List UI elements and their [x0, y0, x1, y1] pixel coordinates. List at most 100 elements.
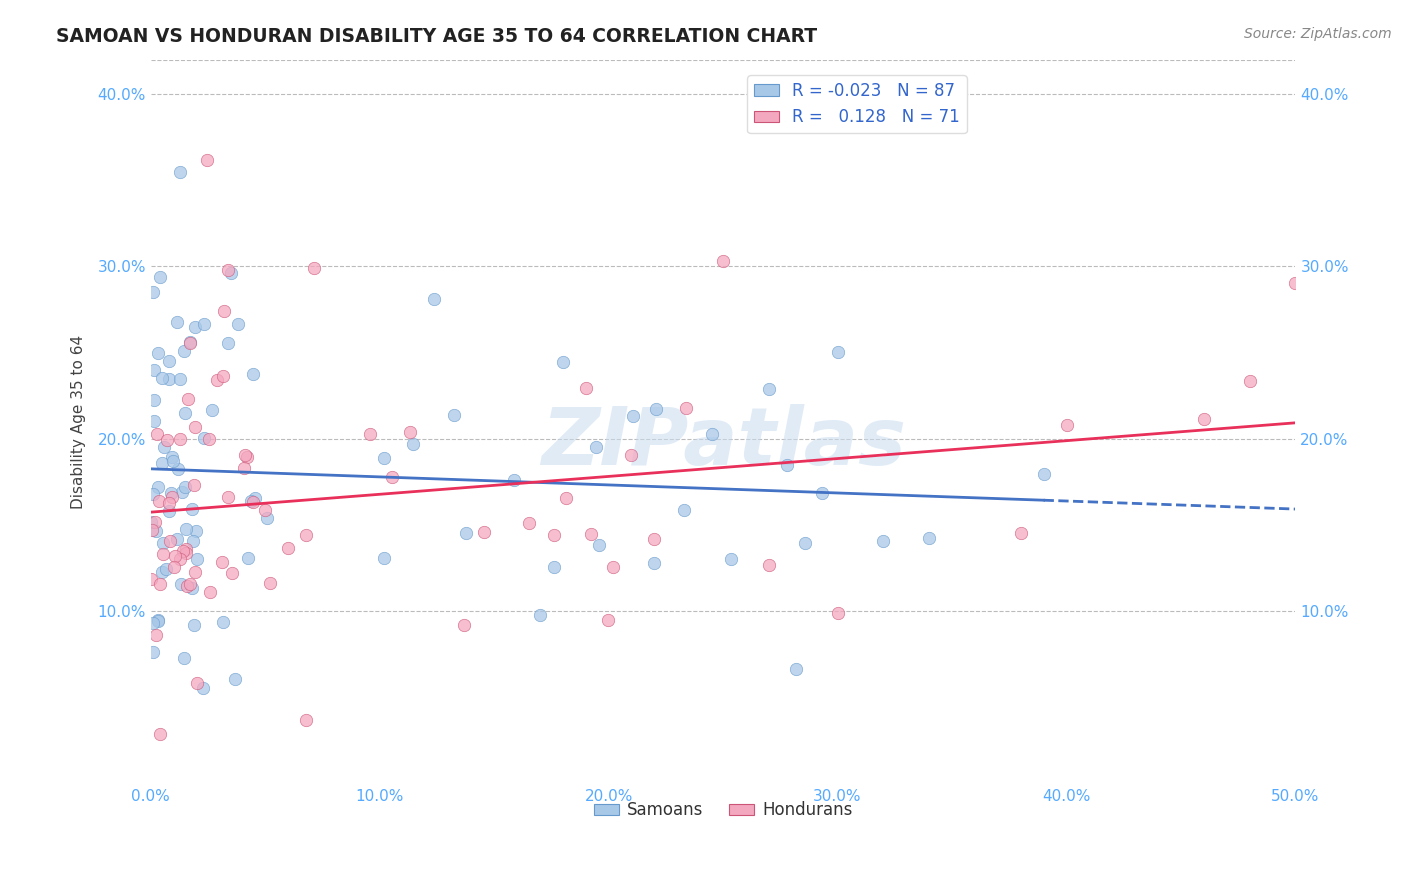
Point: [1010, 525, 1032, 540]
Point: [155, 561, 177, 575]
Point: [146, 480, 169, 494]
Point: [217, 263, 239, 277]
Point: [146, 613, 169, 627]
Point: [621, 409, 644, 423]
Point: [673, 502, 696, 516]
Point: [181, 581, 204, 595]
Point: [183, 534, 205, 549]
Point: [169, 164, 191, 178]
Point: [423, 292, 446, 306]
Point: [596, 613, 619, 627]
Point: [150, 371, 173, 385]
Text: Source: ZipAtlas.com: Source: ZipAtlas.com: [1244, 27, 1392, 41]
Point: [141, 523, 163, 537]
Point: [169, 577, 191, 591]
Point: [162, 454, 184, 468]
Point: [157, 496, 180, 510]
Point: [543, 527, 565, 541]
Point: [148, 494, 170, 508]
Point: [146, 427, 169, 442]
Point: [195, 153, 218, 168]
Point: [588, 538, 610, 552]
Point: [402, 437, 425, 451]
Point: [643, 556, 665, 570]
Point: [159, 486, 181, 500]
Point: [575, 381, 598, 395]
Point: [150, 457, 173, 471]
Point: [141, 572, 163, 586]
Point: [177, 392, 200, 406]
Point: [243, 491, 266, 505]
Point: [148, 346, 170, 360]
Point: [236, 450, 259, 465]
Point: [242, 495, 264, 509]
Point: [1192, 412, 1215, 426]
Point: [166, 315, 188, 329]
Point: [700, 427, 723, 442]
Point: [150, 566, 173, 580]
Point: [918, 531, 941, 545]
Text: SAMOAN VS HONDURAN DISABILITY AGE 35 TO 64 CORRELATION CHART: SAMOAN VS HONDURAN DISABILITY AGE 35 TO …: [56, 27, 817, 45]
Point: [198, 432, 221, 446]
Point: [183, 618, 205, 632]
Point: [191, 681, 214, 696]
Point: [277, 541, 299, 555]
Point: [174, 480, 197, 494]
Point: [474, 524, 496, 539]
Point: [359, 426, 381, 441]
Point: [186, 676, 208, 690]
Point: [872, 533, 894, 548]
Point: [217, 335, 239, 350]
Point: [174, 542, 197, 557]
Point: [827, 345, 849, 359]
Point: [373, 551, 395, 566]
Point: [152, 440, 174, 454]
Point: [157, 354, 180, 368]
Point: [143, 392, 166, 407]
Point: [172, 484, 194, 499]
Point: [785, 662, 807, 676]
Point: [157, 504, 180, 518]
Legend: Samoans, Hondurans: Samoans, Hondurans: [588, 795, 859, 826]
Point: [212, 304, 235, 318]
Point: [159, 534, 181, 549]
Point: [643, 532, 665, 546]
Point: [720, 552, 742, 566]
Point: [233, 448, 256, 462]
Point: [217, 490, 239, 504]
Point: [152, 547, 174, 561]
Point: [160, 450, 183, 465]
Point: [163, 549, 186, 563]
Point: [160, 490, 183, 504]
Point: [221, 566, 243, 580]
Point: [174, 406, 197, 420]
Point: [585, 440, 607, 454]
Text: ZIPatlas: ZIPatlas: [540, 404, 905, 483]
Point: [145, 524, 167, 538]
Point: [176, 579, 198, 593]
Point: [254, 502, 277, 516]
Point: [142, 615, 165, 630]
Point: [157, 371, 180, 385]
Point: [1284, 276, 1306, 290]
Point: [219, 266, 242, 280]
Point: [454, 525, 477, 540]
Point: [201, 402, 224, 417]
Point: [827, 606, 849, 620]
Point: [166, 462, 188, 476]
Point: [620, 448, 643, 462]
Point: [174, 522, 197, 536]
Point: [142, 645, 165, 659]
Point: [200, 585, 222, 599]
Point: [193, 431, 215, 445]
Point: [242, 367, 264, 381]
Point: [602, 560, 624, 574]
Point: [398, 425, 420, 440]
Point: [142, 414, 165, 428]
Point: [579, 527, 602, 541]
Point: [1056, 417, 1078, 432]
Point: [180, 502, 202, 516]
Point: [169, 432, 191, 446]
Point: [149, 577, 172, 591]
Point: [259, 576, 281, 591]
